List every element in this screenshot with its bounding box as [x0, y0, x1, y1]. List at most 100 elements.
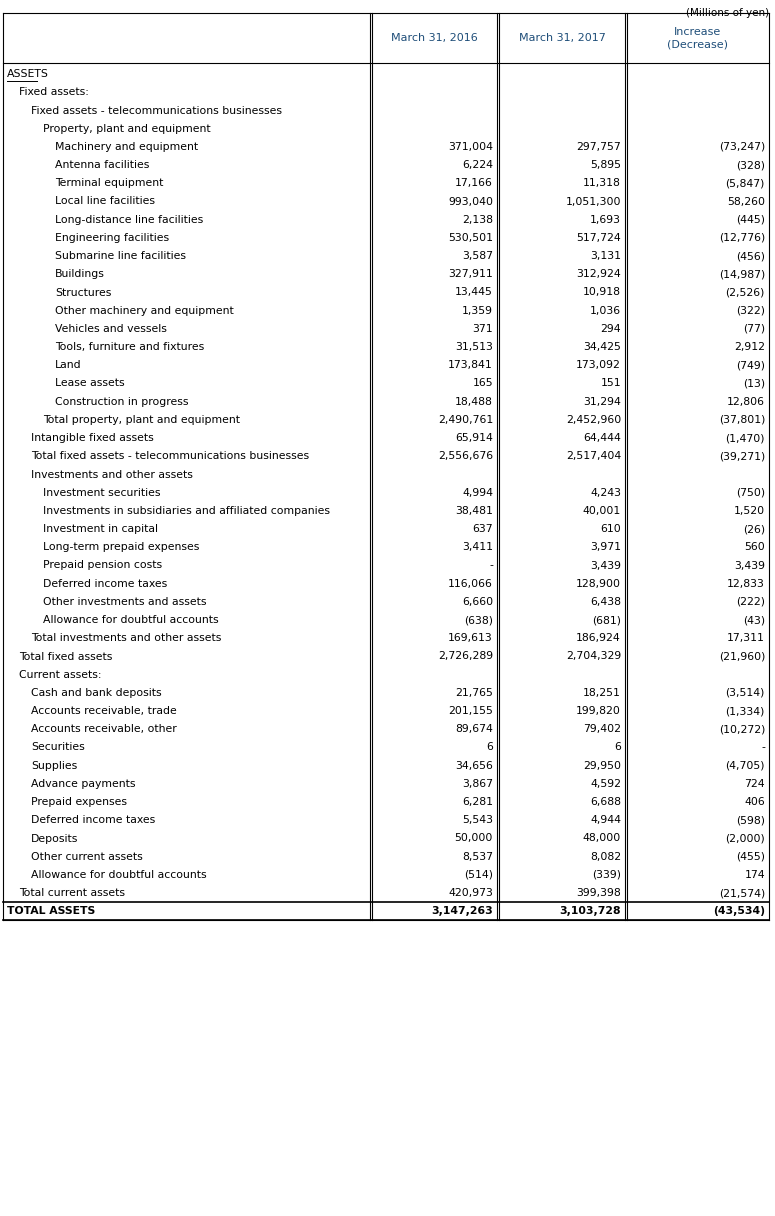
- Text: 11,318: 11,318: [583, 179, 621, 188]
- Text: 2,138: 2,138: [462, 215, 493, 225]
- Text: Local line facilities: Local line facilities: [55, 197, 155, 207]
- Text: Other current assets: Other current assets: [31, 851, 143, 862]
- Text: 13,445: 13,445: [455, 287, 493, 298]
- Text: 50,000: 50,000: [455, 833, 493, 844]
- Text: 38,481: 38,481: [455, 506, 493, 516]
- Text: (4,705): (4,705): [725, 761, 765, 771]
- Text: 173,841: 173,841: [448, 360, 493, 371]
- Text: Cash and bank deposits: Cash and bank deposits: [31, 688, 162, 698]
- Text: (322): (322): [736, 305, 765, 316]
- Text: 10,918: 10,918: [583, 287, 621, 298]
- Text: 17,166: 17,166: [455, 179, 493, 188]
- Text: Buildings: Buildings: [55, 269, 105, 280]
- Text: 399,398: 399,398: [577, 888, 621, 899]
- Text: 64,444: 64,444: [583, 433, 621, 443]
- Text: (749): (749): [736, 360, 765, 371]
- Text: (10,272): (10,272): [718, 725, 765, 734]
- Text: Land: Land: [55, 360, 81, 371]
- Text: Prepaid pension costs: Prepaid pension costs: [43, 561, 162, 570]
- Text: Construction in progress: Construction in progress: [55, 396, 188, 406]
- Text: 993,040: 993,040: [448, 197, 493, 207]
- Text: Total property, plant and equipment: Total property, plant and equipment: [43, 415, 240, 424]
- Text: TOTAL ASSETS: TOTAL ASSETS: [7, 906, 95, 917]
- Text: 8,537: 8,537: [462, 851, 493, 862]
- Text: Deferred income taxes: Deferred income taxes: [43, 579, 167, 589]
- Text: 3,131: 3,131: [590, 250, 621, 261]
- Text: 21,765: 21,765: [455, 688, 493, 698]
- Text: 12,806: 12,806: [727, 396, 765, 406]
- Text: (14,987): (14,987): [718, 269, 765, 280]
- Text: 6,688: 6,688: [590, 798, 621, 807]
- Text: (Millions of yen): (Millions of yen): [686, 9, 769, 18]
- Text: Intangible fixed assets: Intangible fixed assets: [31, 433, 153, 443]
- Text: 371: 371: [473, 323, 493, 334]
- Text: Fixed assets - telecommunications businesses: Fixed assets - telecommunications busine…: [31, 106, 282, 116]
- Text: 174: 174: [744, 869, 765, 880]
- Text: (43,534): (43,534): [713, 906, 765, 917]
- Text: Total fixed assets: Total fixed assets: [19, 652, 112, 662]
- Text: 5,543: 5,543: [462, 815, 493, 826]
- Text: Accounts receivable, other: Accounts receivable, other: [31, 725, 177, 734]
- Text: 6: 6: [614, 743, 621, 753]
- Text: (598): (598): [736, 815, 765, 826]
- Text: 3,587: 3,587: [462, 250, 493, 261]
- Text: (681): (681): [592, 615, 621, 625]
- Text: Fixed assets:: Fixed assets:: [19, 88, 89, 97]
- Text: Investments in subsidiaries and affiliated companies: Investments in subsidiaries and affiliat…: [43, 506, 330, 516]
- Text: 3,971: 3,971: [590, 542, 621, 552]
- Text: 3,439: 3,439: [734, 561, 765, 570]
- Text: ASSETS: ASSETS: [7, 69, 49, 79]
- Text: Long-distance line facilities: Long-distance line facilities: [55, 215, 203, 225]
- Text: (1,470): (1,470): [725, 433, 765, 443]
- Text: (5,847): (5,847): [725, 179, 765, 188]
- Text: Engineering facilities: Engineering facilities: [55, 233, 169, 243]
- Text: 3,867: 3,867: [462, 779, 493, 789]
- Text: Current assets:: Current assets:: [19, 670, 102, 680]
- Text: Machinery and equipment: Machinery and equipment: [55, 142, 198, 152]
- Text: Deferred income taxes: Deferred income taxes: [31, 815, 155, 826]
- Text: Other investments and assets: Other investments and assets: [43, 597, 206, 607]
- Text: (26): (26): [743, 524, 765, 534]
- Text: 6,224: 6,224: [462, 161, 493, 170]
- Text: 312,924: 312,924: [577, 269, 621, 280]
- Text: 12,833: 12,833: [727, 579, 765, 589]
- Text: Property, plant and equipment: Property, plant and equipment: [43, 124, 211, 134]
- Text: (43): (43): [743, 615, 765, 625]
- Text: (1,334): (1,334): [725, 706, 765, 716]
- Text: 2,490,761: 2,490,761: [438, 415, 493, 424]
- Text: 1,520: 1,520: [734, 506, 765, 516]
- Text: 17,311: 17,311: [727, 634, 765, 643]
- Text: Investment securities: Investment securities: [43, 488, 160, 497]
- Text: 420,973: 420,973: [448, 888, 493, 899]
- Text: 2,556,676: 2,556,676: [438, 451, 493, 461]
- Text: 4,944: 4,944: [590, 815, 621, 826]
- Text: 517,724: 517,724: [577, 233, 621, 243]
- Text: (328): (328): [736, 161, 765, 170]
- Text: (339): (339): [592, 869, 621, 880]
- Text: 1,359: 1,359: [462, 305, 493, 316]
- Text: 8,082: 8,082: [590, 851, 621, 862]
- Text: Terminal equipment: Terminal equipment: [55, 179, 164, 188]
- Text: 6: 6: [486, 743, 493, 753]
- Text: (21,574): (21,574): [718, 888, 765, 899]
- Text: Investment in capital: Investment in capital: [43, 524, 158, 534]
- Text: 637: 637: [473, 524, 493, 534]
- Text: (37,801): (37,801): [718, 415, 765, 424]
- Text: Securities: Securities: [31, 743, 84, 753]
- Text: Advance payments: Advance payments: [31, 779, 136, 789]
- Text: (514): (514): [464, 869, 493, 880]
- Text: 6,281: 6,281: [462, 798, 493, 807]
- Text: Deposits: Deposits: [31, 833, 78, 844]
- Text: 128,900: 128,900: [576, 579, 621, 589]
- Text: (73,247): (73,247): [718, 142, 765, 152]
- Text: 34,425: 34,425: [583, 342, 621, 353]
- Text: 1,036: 1,036: [590, 305, 621, 316]
- Text: 297,757: 297,757: [577, 142, 621, 152]
- Text: 2,452,960: 2,452,960: [566, 415, 621, 424]
- Text: 724: 724: [744, 779, 765, 789]
- Text: Lease assets: Lease assets: [55, 378, 125, 388]
- Text: 4,592: 4,592: [590, 779, 621, 789]
- Text: (445): (445): [736, 215, 765, 225]
- Text: March 31, 2016: March 31, 2016: [391, 33, 478, 43]
- Text: Investments and other assets: Investments and other assets: [31, 469, 193, 479]
